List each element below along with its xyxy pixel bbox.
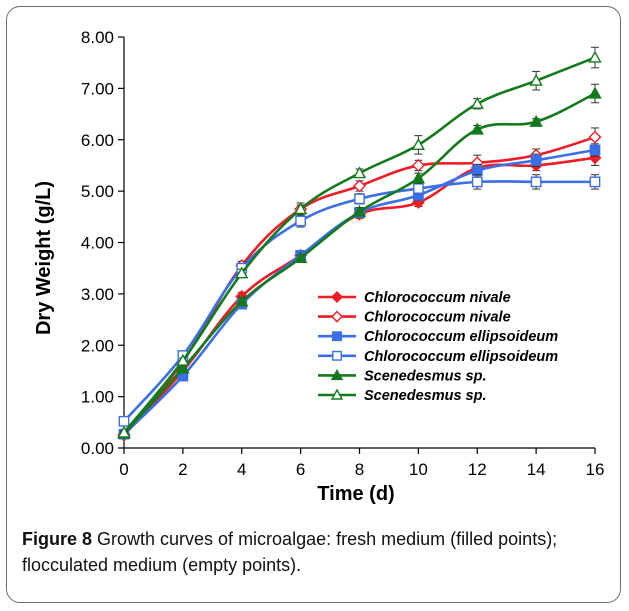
- data-point: [235, 266, 249, 279]
- legend-label: Chlorococcum ellipsoideum: [364, 349, 558, 365]
- data-point: [530, 154, 542, 166]
- legend-marker: [332, 331, 342, 342]
- y-tick-label: 4.00: [81, 234, 114, 253]
- y-tick-label: 2.00: [81, 336, 114, 355]
- data-point: [589, 176, 601, 188]
- figure-frame: [6, 6, 621, 603]
- data-point: [352, 166, 367, 179]
- series-line: [122, 56, 596, 434]
- x-tick-label: 4: [237, 460, 246, 479]
- data-point: [411, 171, 426, 184]
- legend-label: Chlorococcum nivale: [364, 310, 511, 326]
- x-tick-label: 2: [178, 460, 187, 479]
- legend-marker: [330, 368, 344, 381]
- x-tick-label: 10: [409, 460, 428, 479]
- x-axis-label: Time (d): [317, 483, 394, 505]
- legend-marker: [330, 388, 344, 400]
- chart-axes: 0.00 1.00 2.00 3.00 4.00 5.00 6.00 7.00 8.00 0 2 4 6…: [81, 28, 605, 479]
- data-point: [117, 425, 131, 438]
- legend-marker: [331, 310, 343, 323]
- figure-caption-label: Figure 8: [22, 529, 93, 549]
- data-point: [588, 86, 602, 99]
- legend-marker: [331, 291, 343, 303]
- chart-legend: Chlorococcum nivale Chlorococcum nivale Ch…: [318, 290, 558, 404]
- series-line: [123, 148, 596, 436]
- data-point: [471, 165, 483, 176]
- data-point: [470, 96, 484, 109]
- data-point: [293, 202, 308, 215]
- data-point: [118, 415, 130, 427]
- series-6: [117, 46, 602, 438]
- x-tick-label: 16: [586, 460, 605, 479]
- x-tick-label: 0: [119, 460, 128, 479]
- y-tick-label: 0.00: [81, 439, 114, 458]
- data-point: [413, 183, 424, 194]
- legend-label: Scenedesmus sp.: [364, 388, 487, 404]
- x-tick-label: 14: [527, 460, 546, 479]
- data-point: [530, 176, 542, 188]
- data-point: [295, 215, 307, 227]
- data-point: [293, 250, 308, 264]
- data-point: [354, 193, 365, 205]
- legend-entry: Chlorococcum nivale: [318, 310, 511, 326]
- data-point: [352, 204, 367, 217]
- y-tick-label: 7.00: [81, 79, 114, 98]
- legend-entry: Chlorococcum nivale: [318, 290, 511, 306]
- y-tick-label: 6.00: [81, 131, 114, 150]
- legend-marker: [332, 350, 342, 361]
- data-point: [588, 130, 602, 144]
- series-line: [123, 92, 596, 435]
- legend-label: Chlorococcum nivale: [364, 290, 511, 306]
- data-point: [588, 50, 602, 63]
- legend-label: Scenedesmus sp.: [364, 368, 487, 384]
- data-point: [235, 294, 249, 307]
- y-axis-label: Dry Weight (g/L): [33, 181, 55, 335]
- x-tick-label: 8: [355, 460, 364, 479]
- legend-entry: Chlorococcum ellipsoideum: [318, 329, 558, 345]
- x-tick-label: 6: [296, 460, 305, 479]
- figure-caption: Figure 8 Growth curves of microalgae: fr…: [22, 526, 607, 578]
- legend-label: Chlorococcum ellipsoideum: [364, 329, 558, 345]
- legend-entry: Scenedesmus sp.: [318, 388, 487, 404]
- figure-caption-text: Growth curves of microalgae: fresh mediu…: [22, 529, 558, 575]
- growth-chart: 0.00 1.00 2.00 3.00 4.00 5.00 6.00 7.00 8.00 0 2 4 6…: [33, 28, 605, 505]
- data-point: [529, 114, 543, 127]
- data-point: [589, 144, 601, 156]
- data-point: [176, 361, 190, 374]
- legend-entry: Scenedesmus sp.: [318, 368, 487, 384]
- data-point: [176, 353, 190, 366]
- y-tick-label: 3.00: [81, 285, 114, 304]
- legend-entry: Chlorococcum ellipsoideum: [318, 349, 558, 365]
- series-5: [117, 83, 602, 439]
- data-point: [470, 122, 484, 135]
- y-tick-label: 5.00: [81, 182, 114, 201]
- y-tick-label: 8.00: [81, 28, 114, 47]
- data-point: [529, 73, 543, 86]
- data-point: [353, 179, 366, 193]
- data-point: [471, 176, 483, 188]
- x-tick-label: 12: [468, 460, 487, 479]
- y-tick-label: 1.00: [81, 388, 114, 407]
- data-point: [411, 158, 425, 172]
- data-point: [411, 137, 426, 150]
- series-line: [123, 180, 595, 423]
- chart-marks: [117, 46, 602, 442]
